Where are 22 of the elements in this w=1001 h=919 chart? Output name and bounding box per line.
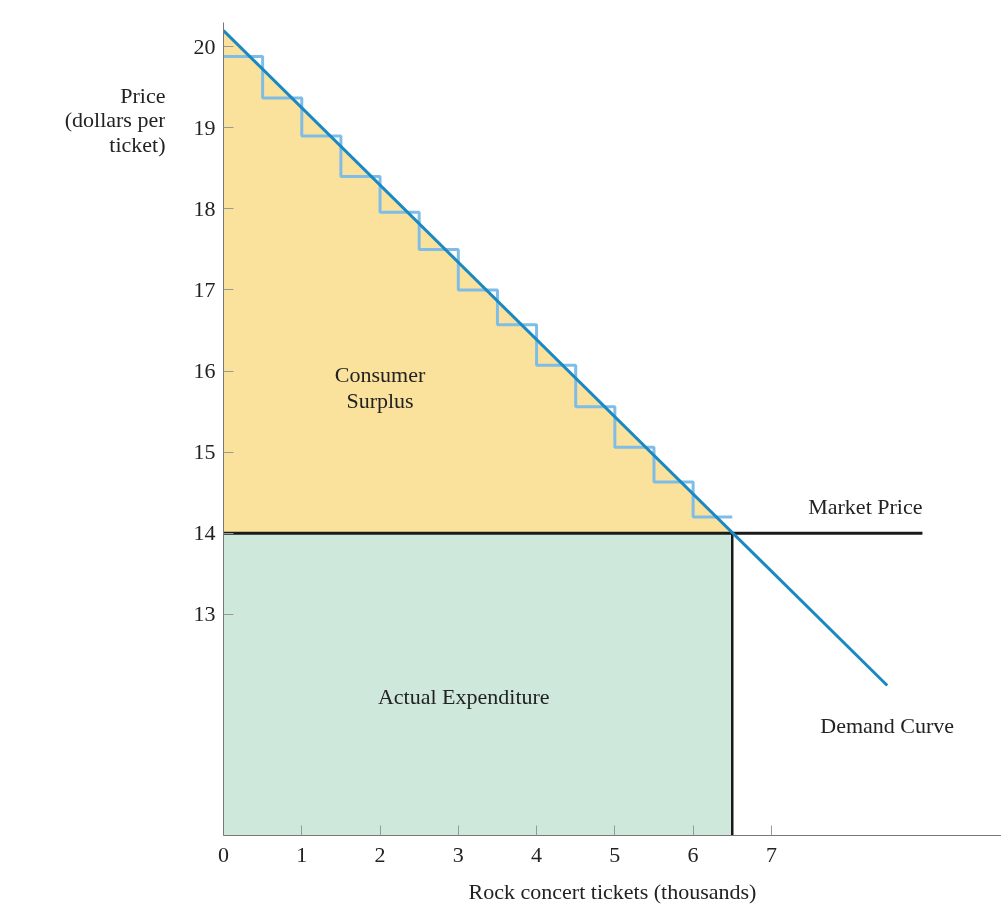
x-axis-title: Rock concert tickets (thousands)	[468, 878, 757, 904]
y-tick-label: 19	[193, 114, 216, 140]
series-label: Market Price	[808, 494, 923, 520]
x-tick-label: 2	[374, 841, 386, 867]
y-tick-label: 20	[193, 33, 216, 59]
y-tick-label: 15	[193, 439, 216, 465]
annotation: Consumer Surplus	[334, 361, 426, 413]
x-tick-label: 1	[296, 841, 308, 867]
y-tick-label: 17	[193, 276, 216, 302]
x-tick-label: 6	[687, 841, 699, 867]
annotation: Actual Expenditure	[377, 683, 550, 709]
y-tick-label: 18	[193, 195, 216, 221]
y-tick-label: 14	[193, 520, 216, 546]
x-tick-label: 0	[218, 841, 229, 867]
x-tick-label: 7	[765, 841, 777, 867]
x-tick-label: 5	[609, 841, 621, 867]
series-label: Demand Curve	[820, 712, 955, 738]
y-tick-label: 13	[193, 601, 216, 627]
y-tick-label: 16	[193, 358, 216, 384]
x-tick-label: 4	[531, 841, 543, 867]
y-axis-title: Price (dollars per ticket)	[64, 82, 167, 158]
x-tick-label: 3	[452, 841, 464, 867]
